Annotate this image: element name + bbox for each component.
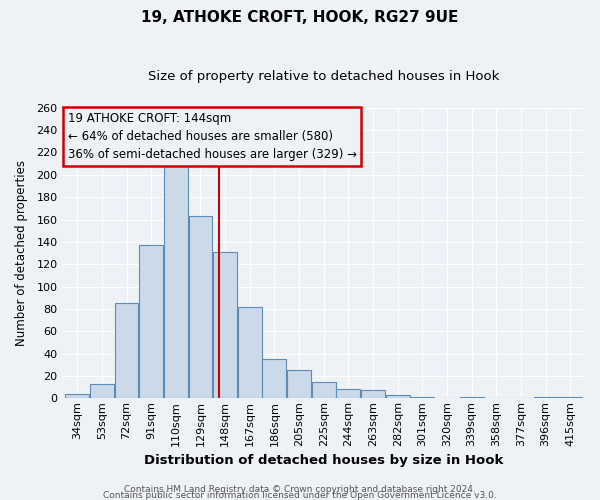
Text: Contains public sector information licensed under the Open Government Licence v3: Contains public sector information licen…: [103, 490, 497, 500]
Bar: [337, 390, 361, 398]
Bar: [90, 384, 114, 398]
Bar: [213, 252, 237, 398]
Bar: [558, 397, 582, 398]
Text: Contains HM Land Registry data © Crown copyright and database right 2024.: Contains HM Land Registry data © Crown c…: [124, 485, 476, 494]
Bar: [164, 166, 188, 398]
Bar: [139, 245, 163, 398]
Title: Size of property relative to detached houses in Hook: Size of property relative to detached ho…: [148, 70, 499, 83]
Text: 19, ATHOKE CROFT, HOOK, RG27 9UE: 19, ATHOKE CROFT, HOOK, RG27 9UE: [142, 10, 458, 25]
Bar: [65, 394, 89, 398]
Bar: [386, 395, 410, 398]
Bar: [361, 390, 385, 398]
Bar: [410, 397, 434, 398]
X-axis label: Distribution of detached houses by size in Hook: Distribution of detached houses by size …: [144, 454, 503, 468]
Bar: [533, 397, 557, 398]
Bar: [188, 216, 212, 398]
Bar: [460, 397, 484, 398]
Bar: [262, 359, 286, 399]
Bar: [287, 370, 311, 398]
Bar: [115, 304, 139, 398]
Text: 19 ATHOKE CROFT: 144sqm
← 64% of detached houses are smaller (580)
36% of semi-d: 19 ATHOKE CROFT: 144sqm ← 64% of detache…: [68, 112, 356, 161]
Bar: [238, 306, 262, 398]
Y-axis label: Number of detached properties: Number of detached properties: [15, 160, 28, 346]
Bar: [312, 382, 335, 398]
